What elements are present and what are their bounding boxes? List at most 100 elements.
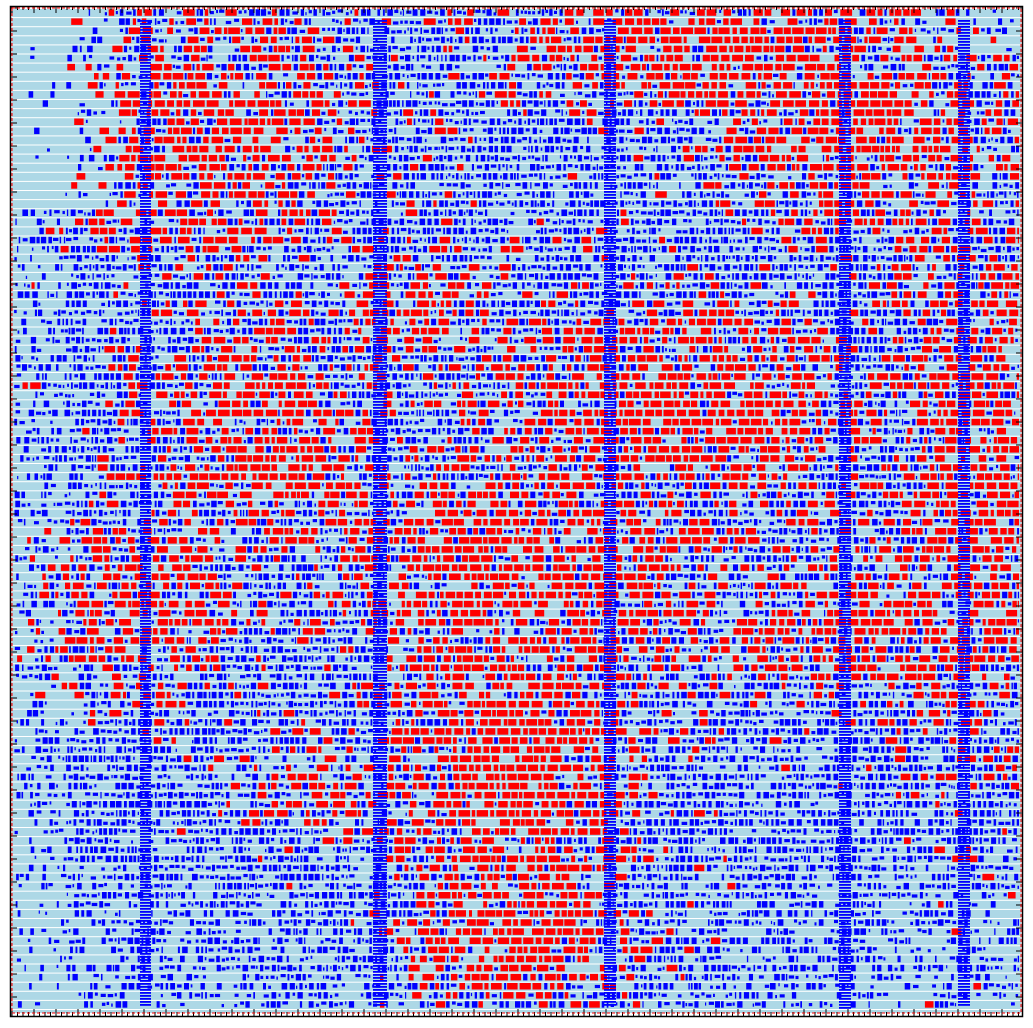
cell-blue	[497, 300, 499, 307]
cell-blue	[562, 364, 566, 371]
cell-blue	[693, 192, 696, 196]
cell-blue	[423, 109, 429, 116]
cell-blue	[257, 357, 263, 361]
cell-blue	[410, 182, 415, 189]
cell-blue	[776, 383, 781, 387]
cell-blue	[490, 27, 493, 34]
cell-blue	[222, 228, 226, 232]
cell-blue	[822, 339, 824, 343]
cell-blue	[637, 246, 643, 250]
cell-blue	[674, 473, 678, 480]
cell-blue	[530, 164, 536, 171]
cell-blue	[483, 219, 486, 223]
cell-blue	[805, 394, 808, 398]
cell-blue	[449, 384, 451, 388]
cell-blue	[507, 109, 511, 116]
cell-blue	[236, 164, 240, 168]
cell-blue	[535, 273, 539, 280]
cell-blue	[998, 18, 1003, 25]
cell-blue	[389, 255, 393, 259]
cell-blue	[125, 182, 131, 189]
cell-blue	[66, 82, 72, 89]
cell-blue	[245, 73, 250, 80]
cell-blue	[822, 409, 829, 417]
cell-blue	[732, 265, 738, 269]
cell-blue	[424, 138, 427, 143]
cell-blue	[544, 145, 550, 153]
cell-blue	[758, 364, 761, 371]
cell-blue	[676, 291, 682, 298]
cell-blue	[887, 300, 889, 307]
cell-blue	[350, 211, 355, 215]
cell-blue	[688, 273, 692, 277]
cell-blue	[901, 18, 905, 25]
cell-blue	[446, 373, 451, 380]
cell-blue	[888, 473, 891, 480]
cell-blue	[568, 464, 572, 471]
cell-blue	[896, 365, 899, 369]
cell-blue	[854, 446, 860, 453]
cell-blue	[433, 355, 439, 362]
cell-blue	[657, 218, 662, 226]
cell-blue	[656, 491, 660, 499]
cell-blue	[818, 482, 820, 489]
cell-blue	[692, 45, 698, 53]
cell-blue	[56, 502, 63, 506]
cell-blue	[214, 310, 220, 315]
cell-blue	[602, 355, 607, 362]
cell-blue	[682, 256, 684, 260]
cell-blue	[636, 239, 641, 243]
cell-blue	[743, 9, 747, 16]
cell-blue	[772, 94, 774, 98]
cell-blue	[828, 473, 834, 480]
cell-blue	[552, 100, 559, 107]
cell-blue	[367, 483, 372, 487]
cell-blue	[428, 146, 432, 151]
cell-blue	[448, 173, 451, 177]
cell-blue	[253, 164, 259, 171]
cell-blue	[26, 430, 32, 434]
cell-blue	[389, 100, 392, 107]
cell-blue	[870, 266, 876, 270]
cell-blue	[129, 200, 132, 207]
cell-blue	[228, 91, 231, 98]
cell-blue	[509, 336, 512, 344]
cell-blue	[658, 228, 661, 232]
cell-blue	[320, 318, 326, 326]
cell-blue	[561, 82, 565, 89]
cell-blue	[946, 245, 950, 253]
cell-blue	[721, 174, 724, 178]
cell-blue	[799, 500, 806, 508]
cell-blue	[585, 446, 587, 453]
cell-blue	[272, 275, 275, 279]
cell-blue	[172, 411, 176, 415]
cell-blue	[36, 236, 40, 244]
cell-blue	[540, 147, 543, 151]
cell-blue	[963, 309, 969, 317]
cell-blue	[483, 384, 488, 388]
cell-blue	[616, 56, 619, 60]
cell-blue	[1015, 382, 1017, 389]
cell-blue	[453, 437, 457, 444]
cell-blue	[56, 218, 60, 226]
cell-blue	[418, 320, 423, 324]
cell-blue	[303, 327, 309, 335]
cell-blue	[713, 446, 717, 453]
cell-blue	[462, 110, 465, 114]
cell-blue	[119, 18, 125, 25]
cell-blue	[242, 373, 245, 380]
cell-blue	[507, 382, 510, 389]
cell-blue	[559, 228, 562, 233]
cell-blue	[886, 257, 892, 261]
cell-blue	[820, 255, 824, 262]
cell-blue	[367, 118, 370, 122]
cell-blue	[440, 173, 444, 180]
cell-blue	[721, 236, 723, 244]
cell-blue	[41, 437, 45, 444]
cell-blue	[720, 282, 725, 289]
cell-blue	[955, 46, 959, 50]
cell-blue	[654, 94, 657, 98]
cell-blue	[156, 437, 161, 444]
cell-blue	[549, 183, 553, 187]
cell-blue	[198, 227, 201, 235]
